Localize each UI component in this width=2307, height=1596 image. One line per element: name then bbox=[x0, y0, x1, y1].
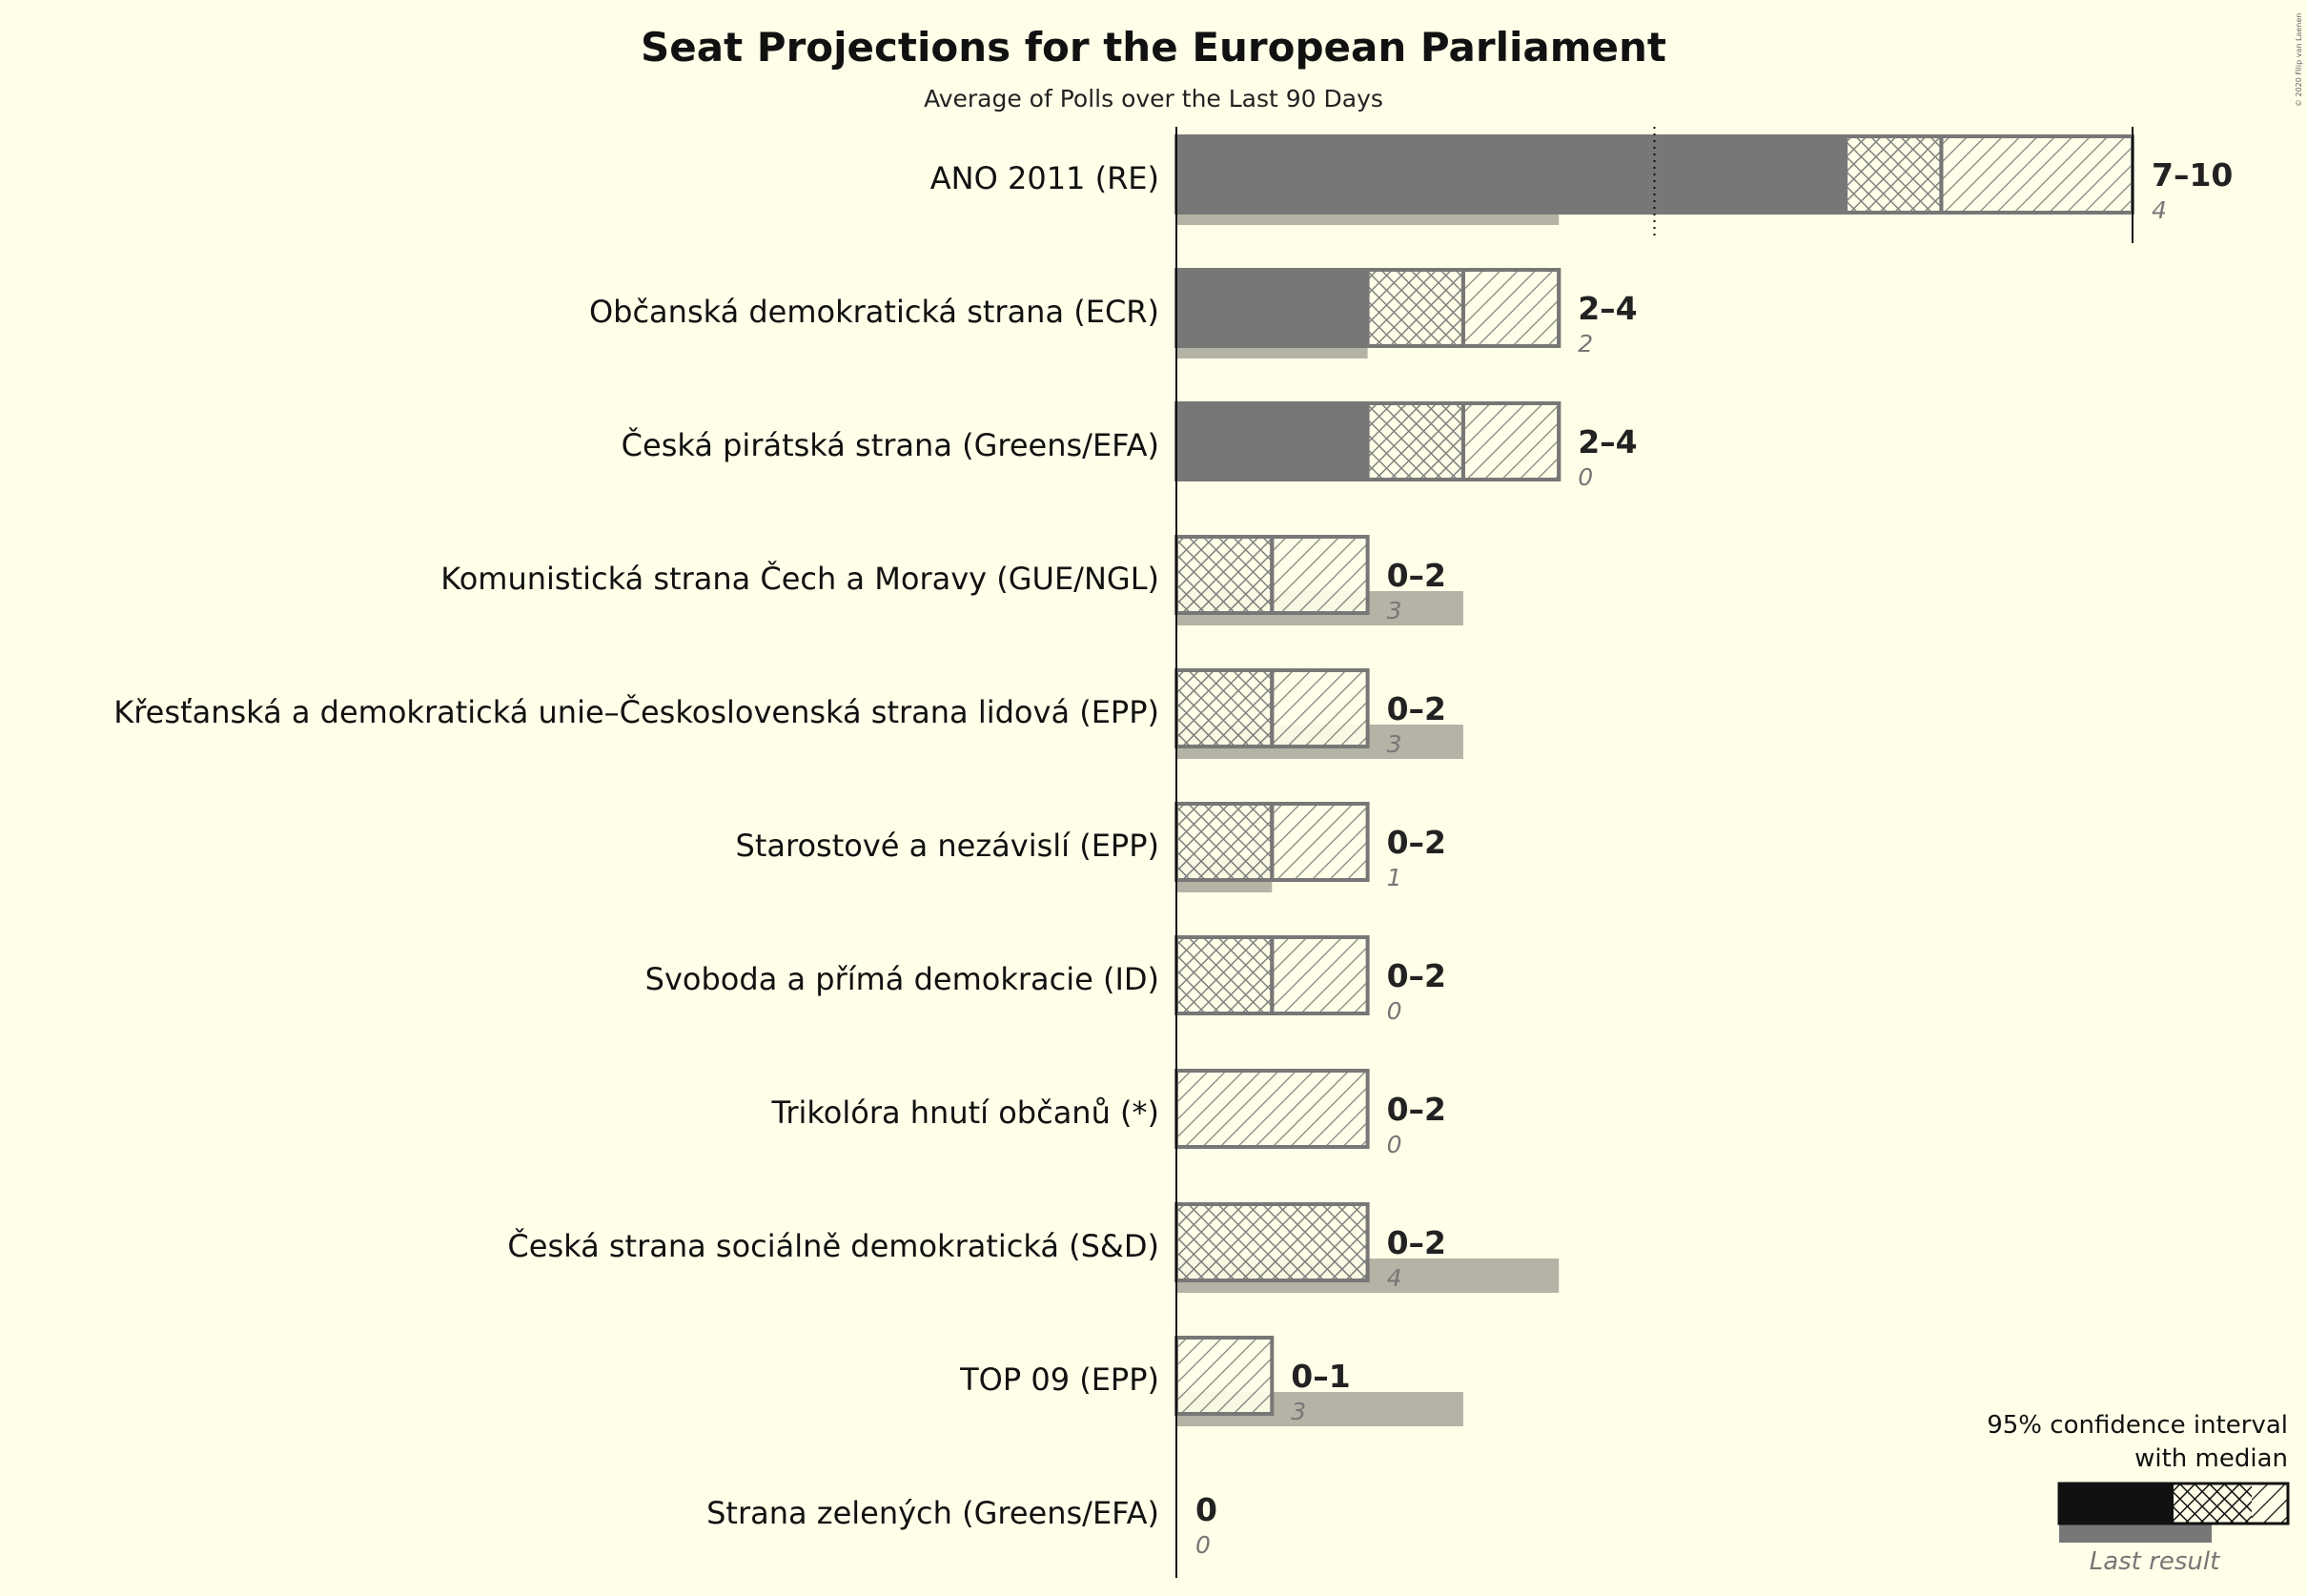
ci-upper-half-bar bbox=[1272, 804, 1368, 880]
ci-lower-half-bar bbox=[1176, 1204, 1368, 1280]
party-label: TOP 09 (EPP) bbox=[959, 1361, 1159, 1398]
party-row: Svoboda a přímá demokracie (ID) 0–2 0 bbox=[645, 935, 1446, 1025]
ci-lower-half-bar bbox=[1367, 403, 1463, 480]
ci-lower-half-bar bbox=[1176, 537, 1273, 613]
last-result-value: 3 bbox=[1387, 597, 1402, 624]
last-result-value: 0 bbox=[1387, 997, 1402, 1025]
seat-range-label: 0–2 bbox=[1387, 824, 1446, 861]
seat-range-label: 0–2 bbox=[1387, 1224, 1446, 1261]
party-row: Česká strana sociálně demokratická (S&D)… bbox=[507, 1202, 1560, 1293]
ci-lower-half-bar bbox=[1176, 670, 1273, 747]
party-row: ANO 2011 (RE) 7–104 bbox=[930, 134, 2233, 225]
ci-upper-half-bar bbox=[1176, 1071, 1368, 1147]
ci-lower-half-bar bbox=[1846, 136, 1942, 213]
party-row: Trikolóra hnutí občanů (*) 0–2 0 bbox=[770, 1069, 1446, 1158]
seat-range-label: 0–1 bbox=[1291, 1358, 1350, 1395]
ci-lower-half-bar bbox=[1176, 937, 1273, 1013]
chart-subtitle: Average of Polls over the Last 90 Days bbox=[924, 85, 1383, 113]
legend-solid-swatch bbox=[2059, 1483, 2174, 1524]
party-label: Trikolóra hnutí občanů (*) bbox=[770, 1095, 1159, 1131]
party-label: Křesťanská a demokratická unie–Českoslov… bbox=[113, 693, 1159, 730]
party-label: Česká pirátská strana (Greens/EFA) bbox=[622, 426, 1159, 463]
last-result-value: 4 bbox=[1387, 1264, 1402, 1292]
party-label: Starostové a nezávislí (EPP) bbox=[736, 828, 1159, 864]
last-result-value: 0 bbox=[1578, 463, 1593, 491]
seat-range-label: 0–2 bbox=[1387, 1091, 1446, 1128]
copyright-text: © 2020 Filip van Laenen bbox=[2295, 13, 2303, 107]
last-result-value: 1 bbox=[1387, 864, 1402, 891]
ci-upper-outline bbox=[1270, 935, 1370, 1015]
last-result-value: 3 bbox=[1291, 1398, 1306, 1425]
legend-last-result-swatch bbox=[2059, 1522, 2212, 1543]
seat-range-label: 0–2 bbox=[1387, 690, 1446, 727]
party-label: Strana zelených (Greens/EFA) bbox=[706, 1495, 1159, 1531]
seat-range-label: 2–4 bbox=[1578, 290, 1637, 327]
seat-range-label: 0–2 bbox=[1387, 957, 1446, 994]
last-result-value: 2 bbox=[1578, 330, 1593, 358]
ci-solid-bar bbox=[1176, 403, 1368, 480]
ci-lower-half-bar bbox=[1176, 804, 1273, 880]
chart-title: Seat Projections for the European Parlia… bbox=[641, 24, 1666, 71]
party-label: ANO 2011 (RE) bbox=[930, 160, 1159, 196]
ci-upper-half-bar bbox=[1941, 136, 2133, 213]
legend-last-result-label: Last result bbox=[2090, 1547, 2220, 1576]
ci-upper-half-bar bbox=[1272, 537, 1368, 613]
ci-upper-outline bbox=[1270, 535, 1370, 615]
ci-solid-bar bbox=[1176, 136, 1847, 213]
last-result-value: 4 bbox=[2152, 196, 2167, 224]
seat-range-label: 0–2 bbox=[1387, 557, 1446, 594]
ci-upper-half-bar bbox=[1176, 1338, 1273, 1414]
legend-median-label: with median bbox=[2134, 1444, 2288, 1473]
ci-upper-half-bar bbox=[1462, 403, 1560, 480]
seat-range-label: 2–4 bbox=[1578, 423, 1637, 460]
last-result-value: 3 bbox=[1387, 730, 1402, 758]
party-label: Česká strana sociálně demokratická (S&D) bbox=[507, 1227, 1159, 1264]
last-result-value: 0 bbox=[1195, 1531, 1211, 1559]
ci-lower-half-bar bbox=[1367, 270, 1463, 346]
party-row: Komunistická strana Čech a Moravy (GUE/N… bbox=[440, 535, 1463, 625]
last-result-value: 0 bbox=[1387, 1131, 1402, 1158]
ci-upper-half-bar bbox=[1272, 670, 1368, 747]
party-row: Občanská demokratická strana (ECR) 2–4 2 bbox=[589, 268, 1638, 358]
legend-cross-swatch bbox=[2174, 1483, 2252, 1524]
party-label: Svoboda a přímá demokracie (ID) bbox=[645, 961, 1159, 997]
party-label: Komunistická strana Čech a Moravy (GUE/N… bbox=[440, 560, 1159, 597]
party-row: Starostové a nezávislí (EPP) 0–2 1 bbox=[736, 802, 1446, 892]
party-label: Občanská demokratická strana (ECR) bbox=[589, 294, 1159, 330]
ci-upper-outline bbox=[1270, 668, 1370, 748]
party-row: Strana zelených (Greens/EFA) 0 0 bbox=[706, 1491, 1217, 1559]
party-row: TOP 09 (EPP) 0–1 3 bbox=[959, 1336, 1463, 1426]
ci-upper-half-bar bbox=[1272, 937, 1368, 1013]
legend-outline bbox=[2057, 1482, 2290, 1525]
legend: 95% confidence interval with median Last… bbox=[1987, 1411, 2290, 1576]
seat-range-label: 7–10 bbox=[2152, 156, 2233, 194]
party-row: Česká pirátská strana (Greens/EFA) 2–4 0 bbox=[622, 401, 1638, 491]
legend-ci-label: 95% confidence interval bbox=[1987, 1411, 2288, 1440]
party-row: Křesťanská a demokratická unie–Českoslov… bbox=[113, 668, 1463, 759]
legend-hatch-swatch bbox=[2252, 1483, 2288, 1524]
ci-upper-half-bar bbox=[1462, 270, 1560, 346]
seat-range-label: 0 bbox=[1195, 1491, 1217, 1528]
ci-upper-outline bbox=[1270, 802, 1370, 882]
ci-solid-bar bbox=[1176, 270, 1368, 346]
